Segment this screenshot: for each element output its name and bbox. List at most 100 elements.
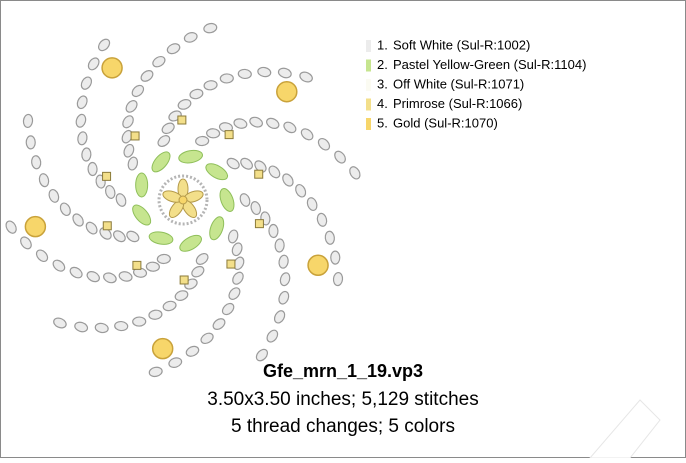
gold-square (130, 131, 140, 141)
chain-link (97, 38, 111, 52)
gold-dot (24, 215, 47, 238)
chain-link (77, 131, 88, 146)
flower-center (178, 195, 188, 205)
leaf (209, 216, 225, 241)
thread-swatch (366, 118, 371, 130)
chain-link (279, 272, 291, 287)
file-name: Gfe_mrn_1_19.vp3 (263, 361, 423, 381)
chain-link (157, 135, 171, 148)
chain-link (183, 32, 198, 43)
gold-square (102, 171, 112, 181)
chain-link (203, 22, 218, 34)
chain-link (330, 250, 341, 265)
chain-link (35, 249, 49, 263)
chain-link (277, 67, 292, 79)
flower-ring (157, 174, 209, 226)
thread-name: Off White (Sul-R:1071) (393, 76, 524, 91)
chain-link (48, 188, 60, 203)
chain-link (114, 320, 129, 332)
thread-number: 3. (377, 76, 388, 91)
thread-number: 2. (377, 57, 388, 72)
thread-swatch (366, 59, 371, 72)
leaf (151, 151, 171, 173)
chain-link (212, 318, 226, 331)
chain-link (161, 122, 175, 135)
chain-link (239, 193, 251, 207)
chain-link (103, 272, 117, 284)
chain-link (166, 43, 181, 55)
chain-link (266, 117, 280, 130)
chain-link (226, 157, 240, 170)
chain-link (125, 100, 138, 113)
gold-dot (101, 57, 123, 79)
chain-link (132, 316, 147, 327)
chain-link (104, 184, 116, 199)
chain-link (203, 80, 218, 91)
gold-square (102, 221, 112, 231)
chain-link (168, 357, 183, 368)
chain-link (87, 161, 98, 177)
chain-link (75, 113, 87, 128)
chain-link (300, 128, 314, 141)
chain-link (69, 266, 83, 279)
chain-link (219, 73, 234, 84)
leaf (178, 149, 204, 164)
leaf (132, 204, 152, 226)
chain-link (80, 76, 93, 90)
chain-link (177, 99, 192, 110)
chain-link (254, 160, 267, 173)
chain-link (94, 322, 109, 334)
chain-link (306, 197, 318, 212)
gold-square (254, 219, 264, 229)
chain-link (162, 300, 177, 312)
chain-link (148, 309, 163, 320)
chain-link (221, 302, 235, 316)
chain-link (152, 55, 166, 68)
gold-dot (151, 337, 174, 360)
change-info: 5 thread changes; 5 colors (231, 416, 455, 437)
leaf (179, 234, 202, 252)
chain-link (191, 265, 205, 278)
leaf (219, 188, 235, 212)
chain-link (206, 128, 221, 139)
chain-link (278, 290, 290, 305)
chain-link (228, 287, 241, 300)
chain-link (189, 88, 204, 100)
chain-link (185, 345, 200, 357)
chain-link (274, 238, 285, 253)
chain-link (127, 156, 139, 171)
gold-square (132, 260, 142, 270)
chain-link (240, 157, 253, 170)
chain-link (59, 202, 71, 217)
chain-link (317, 137, 331, 151)
chain-link (316, 212, 328, 227)
chain-link (273, 310, 286, 324)
chain-link (324, 230, 335, 245)
chain-link (227, 229, 239, 244)
chain-link (87, 57, 100, 71)
leaf (148, 231, 174, 245)
chain-link (237, 68, 252, 80)
gold-dot (276, 80, 298, 103)
chain-link (20, 236, 32, 250)
size-info: 3.50x3.50 inches; 5,129 stitches (207, 389, 478, 410)
leaf (135, 172, 149, 198)
chain-link (268, 165, 281, 179)
chain-link (232, 271, 244, 285)
chain-link (349, 166, 361, 180)
gold-square (179, 275, 189, 285)
chain-link (122, 115, 134, 129)
chain-link (25, 135, 36, 150)
thread-legend: 1. Soft White (Sul-R:1002) 2. Pastel Yellow… (366, 37, 586, 130)
chain-link (115, 193, 127, 207)
chain-link (200, 332, 214, 345)
chain-link (283, 121, 297, 134)
chain-link (22, 113, 34, 129)
thread-swatch (366, 79, 371, 91)
chain-link (295, 183, 307, 198)
thread-name: Pastel Yellow-Green (Sul-R:1104) (393, 57, 586, 72)
chain-link (86, 270, 100, 283)
chain-link (81, 147, 92, 162)
